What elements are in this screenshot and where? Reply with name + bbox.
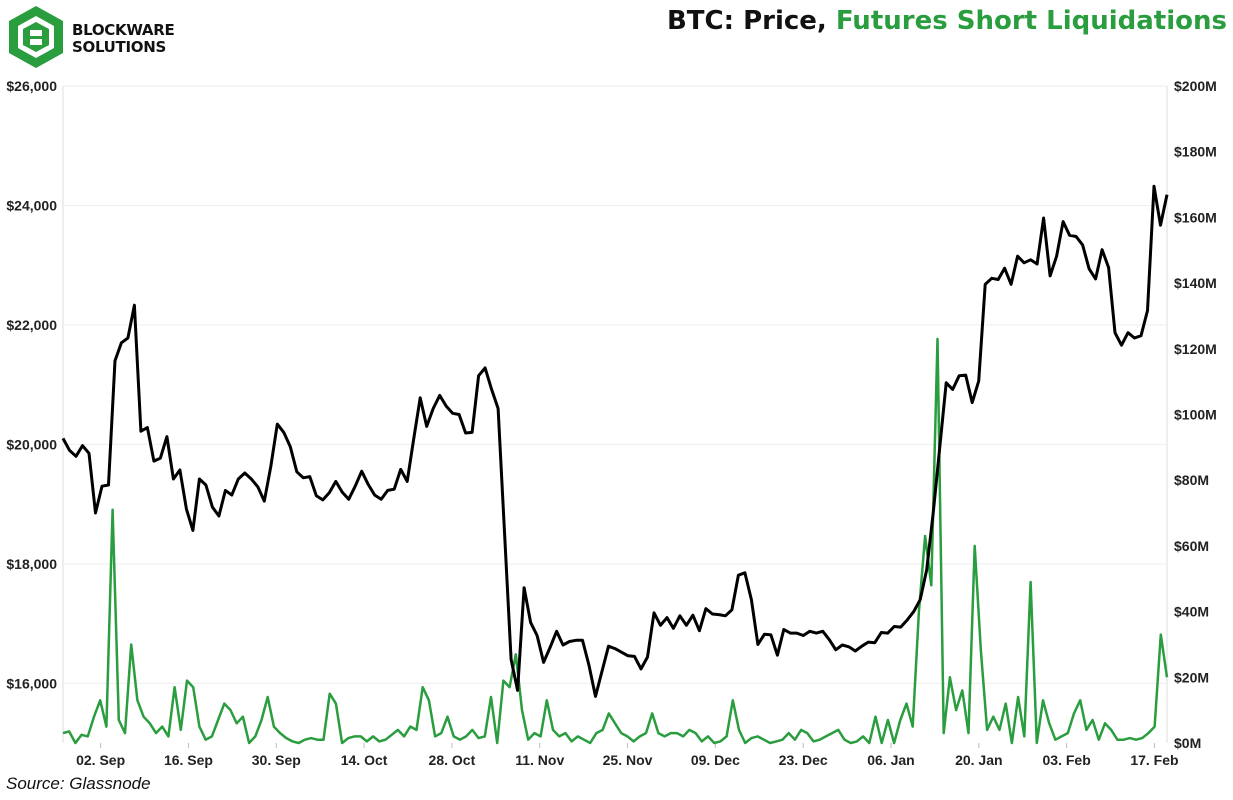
y-left-tick-label: $18,000	[6, 556, 57, 572]
chart-title: BTC: Price, Futures Short Liquidations	[667, 6, 1227, 36]
x-tick-label: 20. Jan	[955, 752, 1002, 768]
brand-logo: BLOCKWARE SOLUTIONS	[6, 4, 175, 72]
y-right-tick-label: $0M	[1174, 735, 1201, 751]
x-tick-label: 17. Feb	[1130, 752, 1178, 768]
y-right-tick-label: $100M	[1174, 407, 1217, 423]
y-right-tick-label: $160M	[1174, 209, 1217, 225]
price-line	[61, 184, 1169, 698]
x-tick-label: 06. Jan	[867, 752, 914, 768]
y-right-tick-label: $120M	[1174, 341, 1217, 357]
brand-line1: BLOCKWARE	[72, 21, 175, 39]
short-liquidations-line	[62, 337, 1169, 745]
brand-name: BLOCKWARE SOLUTIONS	[72, 21, 175, 56]
y-right-tick-label: $200M	[1174, 78, 1217, 94]
y-left-tick-label: $22,000	[6, 317, 57, 333]
x-tick-label: 25. Nov	[603, 752, 653, 768]
y-right-tick-label: $40M	[1174, 604, 1209, 620]
y-right-tick-label: $140M	[1174, 275, 1217, 291]
y-left-tick-label: $26,000	[6, 78, 57, 94]
x-tick-label: 11. Nov	[515, 752, 564, 768]
y-right-tick-label: $20M	[1174, 669, 1209, 685]
brand-line2: SOLUTIONS	[72, 38, 166, 56]
source-note: Source: Glassnode	[6, 774, 151, 793]
y-left-tick-label: $24,000	[6, 197, 57, 213]
title-part1: BTC: Price,	[666, 6, 836, 36]
y-right-tick-label: $60M	[1174, 538, 1209, 554]
y-left-tick-label: $20,000	[6, 436, 57, 452]
x-tick-label: 16. Sep	[164, 752, 213, 768]
x-tick-label: 23. Dec	[779, 752, 828, 768]
x-tick-label: 30. Sep	[252, 752, 301, 768]
logo-icon	[9, 6, 63, 68]
y-left-tick-label: $16,000	[6, 675, 57, 691]
x-tick-label: 09. Dec	[691, 752, 740, 768]
x-tick-label: 02. Sep	[76, 752, 125, 768]
y-right-tick-label: $180M	[1174, 144, 1217, 160]
title-part2: Futures Short Liquidations	[835, 6, 1227, 36]
x-tick-label: 03. Feb	[1043, 752, 1091, 768]
y-right-tick-label: $80M	[1174, 472, 1209, 488]
x-tick-label: 14. Oct	[341, 752, 388, 768]
x-tick-label: 28. Oct	[429, 752, 476, 768]
